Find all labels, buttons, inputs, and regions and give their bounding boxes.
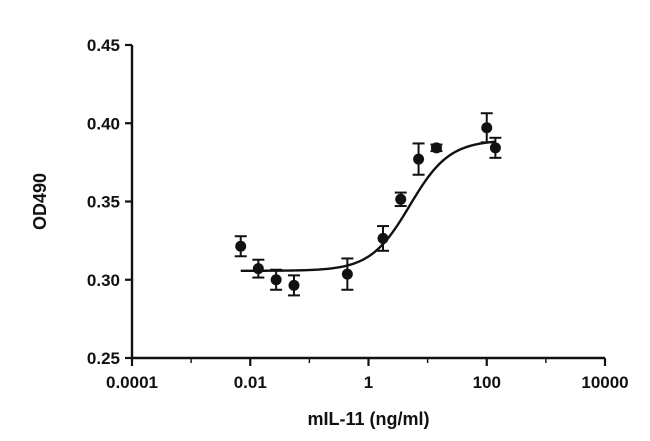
data-point-group bbox=[270, 268, 283, 291]
data-point bbox=[413, 153, 425, 165]
x-tick-label: 1 bbox=[364, 373, 373, 392]
data-point-group bbox=[480, 112, 493, 144]
data-point-group bbox=[341, 257, 354, 291]
data-point bbox=[341, 268, 353, 280]
data-point bbox=[235, 240, 247, 252]
data-point bbox=[288, 279, 300, 291]
data-point-group bbox=[377, 225, 390, 252]
data-point-group bbox=[234, 235, 247, 258]
y-tick-label: 0.25 bbox=[87, 349, 120, 368]
x-tick-label: 0.01 bbox=[234, 373, 267, 392]
y-tick-label: 0.45 bbox=[87, 36, 120, 55]
data-point-group bbox=[489, 136, 502, 159]
data-point-group bbox=[252, 258, 265, 279]
data-point bbox=[481, 122, 493, 134]
x-tick-label: 0.0001 bbox=[106, 373, 158, 392]
x-axis-title: mIL-11 (ng/ml) bbox=[307, 409, 429, 429]
axes: 0.25 0.30 0.35 0.40 0.45 0.0001 0.01 1 100 10000 bbox=[87, 36, 629, 392]
y-axis-title: OD490 bbox=[30, 173, 50, 230]
data-points bbox=[234, 112, 502, 297]
fit-curve bbox=[240, 140, 496, 272]
data-point-group bbox=[287, 274, 300, 297]
x-tick-label: 100 bbox=[473, 373, 501, 392]
data-point bbox=[489, 142, 501, 154]
fit-curve-group bbox=[240, 140, 496, 272]
data-point bbox=[252, 263, 264, 275]
y-tick-label: 0.30 bbox=[87, 271, 120, 290]
data-point-group bbox=[412, 142, 425, 176]
y-tick-label: 0.40 bbox=[87, 114, 120, 133]
data-point-group bbox=[394, 191, 407, 208]
data-point bbox=[270, 274, 282, 286]
y-tick-label: 0.35 bbox=[87, 193, 120, 212]
x-tick-label: 10000 bbox=[581, 373, 628, 392]
data-point bbox=[430, 142, 442, 154]
data-point bbox=[395, 193, 407, 205]
data-point-group bbox=[430, 142, 443, 154]
data-point bbox=[377, 232, 389, 244]
